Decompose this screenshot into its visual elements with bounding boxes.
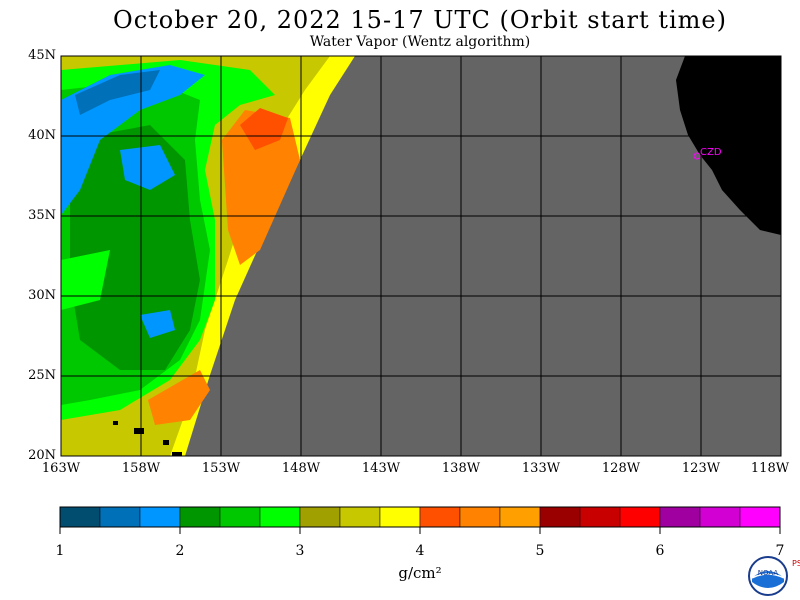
longitude-label: 163W [41,461,81,476]
map-subtitle: Water Vapor (Wentz algorithm) [309,34,531,50]
logo-lettering: NOAA [758,569,779,577]
colorbar-swatch [139,506,181,528]
longitude-label: 118W [750,461,790,476]
colorbar-tick-label: 1 [55,543,65,559]
island [134,428,144,434]
colorbar [59,506,781,528]
swath-mid-blue [75,70,160,115]
colorbar-swatch [619,506,661,528]
island [113,421,118,425]
longitude-label: 153W [201,461,241,476]
colorbar-tick-label: 2 [175,543,185,559]
longitude-label: 133W [521,461,561,476]
latitude-label: 35N [28,208,56,223]
colorbar-swatch [379,506,421,528]
noaa-logo-icon: NOAA [748,556,788,596]
graticule [60,55,782,457]
swath-orange-south [148,370,210,425]
longitude-label: 128W [601,461,641,476]
colorbar-swatch [219,506,261,528]
colorbar-tick-label: 3 [295,543,305,559]
swath-blue-patch-2 [140,310,175,338]
longitude-label: 143W [361,461,401,476]
colorbar-swatch [579,506,621,528]
colorbar-swatch [539,506,581,528]
psl-label: PSL [792,559,800,568]
colorbar-ticks [59,527,781,534]
colorbar-swatch [419,506,461,528]
longitude-label: 158W [121,461,161,476]
station-marker [693,152,701,160]
longitude-label: 148W [281,461,321,476]
swath-red-patch [240,108,288,150]
latitude-label: 20N [28,448,56,463]
colorbar-swatch [59,506,101,528]
colorbar-swatch [499,506,541,528]
colorbar-tick-label: 7 [775,543,785,559]
longitude-label: 138W [441,461,481,476]
colorbar-swatch [739,506,781,528]
map-frame [60,55,782,457]
colorbar-swatch [459,506,501,528]
island [172,452,182,456]
island [163,440,169,445]
colorbar-swatch [299,506,341,528]
colorbar-swatch [699,506,741,528]
colorbar-swatch [659,506,701,528]
latitude-label: 25N [28,368,56,383]
latitude-label: 45N [28,48,56,63]
colorbar-swatch [339,506,381,528]
latitude-label: 40N [28,128,56,143]
colorbar-swatch [259,506,301,528]
colorbar-tick-label: 6 [655,543,665,559]
land-california [676,56,781,235]
station-label: CZD [700,147,722,158]
colorbar-tick-label: 5 [535,543,545,559]
longitude-label: 123W [681,461,721,476]
swath-dark-green [70,125,200,370]
swath-orange-north [222,110,300,265]
swath-green-edge [61,250,110,310]
latitude-label: 30N [28,288,56,303]
colorbar-units: g/cm² [398,564,442,582]
swath-blue-patch [120,145,175,190]
colorbar-tick-label: 4 [415,543,425,559]
colorbar-swatch [99,506,141,528]
map-title: October 20, 2022 15-17 UTC (Orbit start … [113,6,727,34]
colorbar-swatch [179,506,221,528]
